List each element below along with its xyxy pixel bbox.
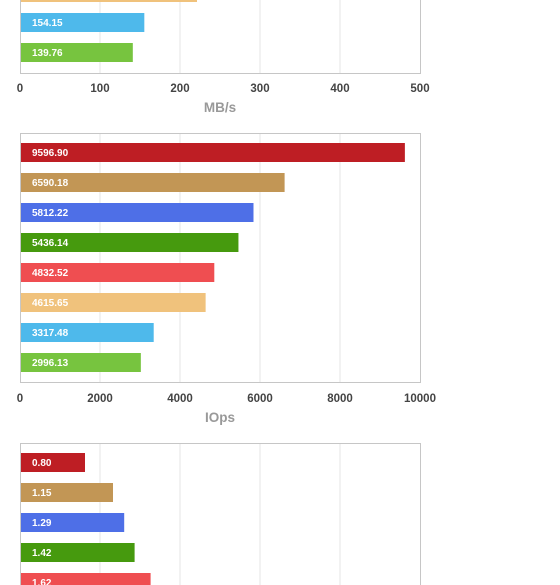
bar: [21, 173, 285, 192]
bar-value-label: 5436.14: [32, 238, 69, 249]
bar: [21, 143, 405, 162]
bar-value-label: 9596.90: [32, 148, 69, 159]
plot-frame: [20, 443, 421, 585]
x-tick-label: 0: [17, 393, 23, 405]
x-tick-label: 200: [170, 83, 189, 95]
bar: [21, 323, 154, 342]
x-tick-label: 6000: [247, 393, 273, 405]
bar: [21, 233, 239, 252]
chart-3: 0.80 1.15 1.29 1.42 1.62: [20, 443, 421, 585]
bar-value-label: 2996.13: [32, 358, 69, 369]
bar: [21, 43, 133, 62]
x-axis-title: MB/s: [204, 100, 236, 115]
x-tick-label: 400: [330, 83, 349, 95]
bar: [21, 353, 141, 372]
bar-value-label: 154.15: [32, 18, 63, 29]
plot-frame: [20, 133, 421, 383]
bar-value-label: 1.29: [32, 518, 52, 529]
chart-2: 9596.90 6590.18 5812.22 5436.14 4832.52 4615.…: [17, 133, 436, 425]
bar: [21, 0, 197, 2]
x-tick-label: 10000: [404, 393, 436, 405]
bar: [21, 263, 215, 282]
x-tick-label: 2000: [87, 393, 113, 405]
x-tick-label: 300: [250, 83, 269, 95]
bar: [21, 483, 113, 502]
x-tick-label: 4000: [167, 393, 193, 405]
chart-1: 154.15 139.76 0 100 200 300 400 500 MB/s: [17, 0, 430, 115]
x-tick-label: 100: [90, 83, 109, 95]
bar-value-label: 0.80: [32, 458, 52, 469]
x-axis-title: IOps: [205, 410, 235, 425]
bar: [21, 293, 206, 312]
bar-value-label: 139.76: [32, 48, 63, 59]
bar: [21, 453, 85, 472]
bar-value-label: 6590.18: [32, 178, 69, 189]
x-tick-label: 500: [410, 83, 429, 95]
bar: [21, 513, 125, 532]
bar-value-label: 1.62: [32, 578, 52, 585]
bar-value-label: 4615.65: [32, 298, 69, 309]
bar: [21, 573, 151, 585]
bar-value-label: 1.15: [32, 488, 52, 499]
bar-value-label: 3317.48: [32, 328, 69, 339]
x-tick-label: 0: [17, 83, 23, 95]
bar-value-label: 5812.22: [32, 208, 69, 219]
plot-frame: [20, 0, 421, 74]
bar-value-label: 1.42: [32, 548, 52, 559]
x-tick-label: 8000: [327, 393, 353, 405]
bar: [21, 543, 135, 562]
bar: [21, 13, 145, 32]
bar-value-label: 4832.52: [32, 268, 69, 279]
bar: [21, 203, 254, 222]
